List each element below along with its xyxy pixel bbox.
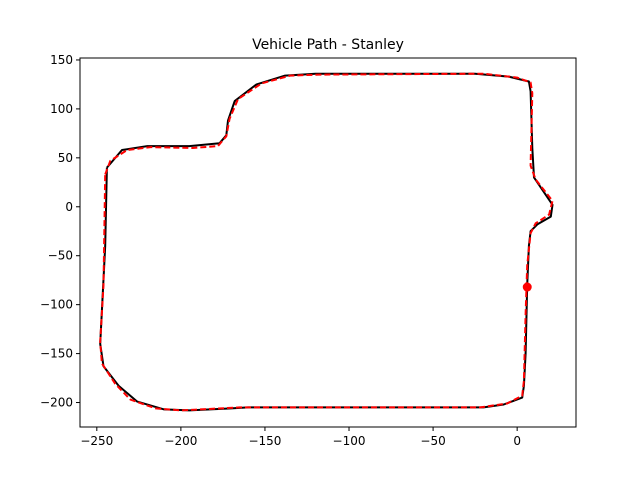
y-tick-label: 0 — [65, 200, 73, 214]
chart-title: Vehicle Path - Stanley — [252, 37, 404, 53]
x-tick-label: −150 — [248, 434, 281, 448]
x-tick-label: −50 — [420, 434, 445, 448]
plot-area: −250 −200 −150 −100 −50 0 150 100 50 0 −50 −100 −150… — [40, 53, 577, 448]
y-tick-label: 100 — [50, 102, 73, 116]
y-tick-label: −100 — [40, 298, 73, 312]
x-tick-label: −250 — [80, 434, 113, 448]
axes-frame — [79, 57, 577, 428]
path-series-solid-0 — [99, 72, 554, 412]
y-tick-label: −200 — [40, 396, 73, 410]
vehicle-position-marker — [522, 282, 532, 292]
y-tick-label: 150 — [50, 53, 73, 67]
x-tick-label: 0 — [513, 434, 521, 448]
y-tick-label: −50 — [48, 249, 73, 263]
x-tick-label: −200 — [164, 434, 197, 448]
y-tick-label: −150 — [40, 347, 73, 361]
y-tick-label: 50 — [58, 151, 73, 165]
x-tick-label: −100 — [333, 434, 366, 448]
path-series-dashed-1 — [99, 72, 554, 412]
